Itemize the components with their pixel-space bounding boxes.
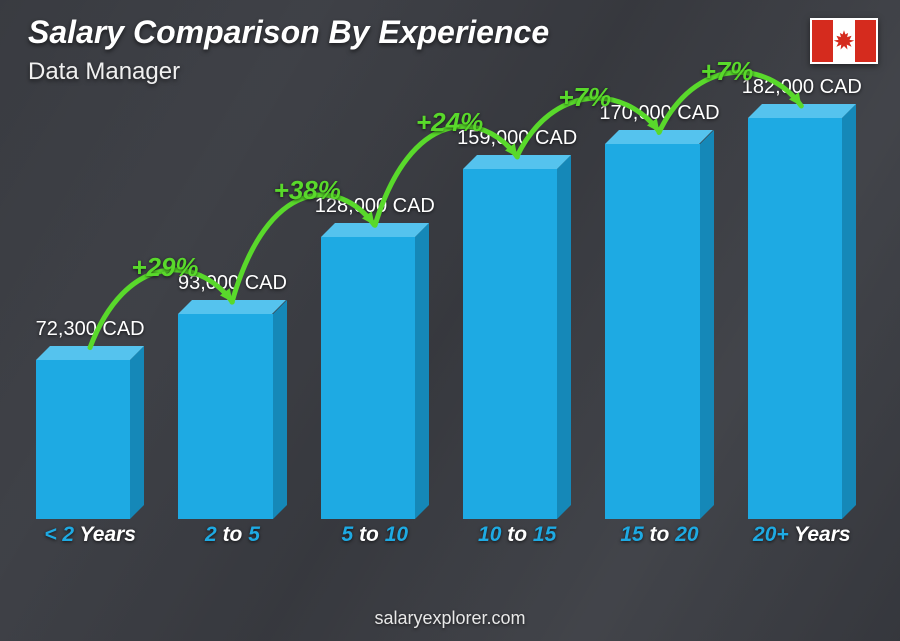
bar: 159,000 CAD [463,118,571,519]
bar-value-label: 72,300 CAD [36,318,145,341]
flag-right-band [855,20,876,62]
bar-value-label: 182,000 CAD [742,76,862,99]
bar: 182,000 CAD [748,118,856,519]
footer-attribution: salaryexplorer.com [0,608,900,629]
x-axis-label: 15 to 20 [605,523,713,553]
x-labels-container: < 2 Years 2 to 5 5 to 10 10 to 15 15 to 20 20… [36,523,856,553]
plot-area: 72,300 CAD93,000 CAD128,000 CAD159,000 C… [36,118,856,553]
chart-subtitle: Data Manager [28,58,180,86]
growth-pct-label: +7% [701,56,754,87]
bar: 170,000 CAD [605,118,713,519]
growth-pct-label: +29% [131,252,198,283]
x-axis-label: 10 to 15 [463,523,571,553]
x-axis-label: 20+ Years [748,523,856,553]
growth-pct-label: +7% [558,82,611,113]
growth-pct-label: +24% [416,107,483,138]
bar: 93,000 CAD [178,118,286,519]
x-axis-label: < 2 Years [36,523,144,553]
bar: 72,300 CAD [36,118,144,519]
x-axis-label: 5 to 10 [321,523,429,553]
bar-value-label: 170,000 CAD [599,102,719,125]
x-axis-label: 2 to 5 [178,523,286,553]
chart-stage: Salary Comparison By Experience Data Man… [0,0,900,641]
flag-left-band [812,20,833,62]
maple-leaf-icon [833,30,855,52]
bars-container: 72,300 CAD93,000 CAD128,000 CAD159,000 C… [36,118,856,519]
chart-title: Salary Comparison By Experience [28,14,549,51]
growth-pct-label: +38% [274,175,341,206]
canada-flag-icon [810,18,878,64]
